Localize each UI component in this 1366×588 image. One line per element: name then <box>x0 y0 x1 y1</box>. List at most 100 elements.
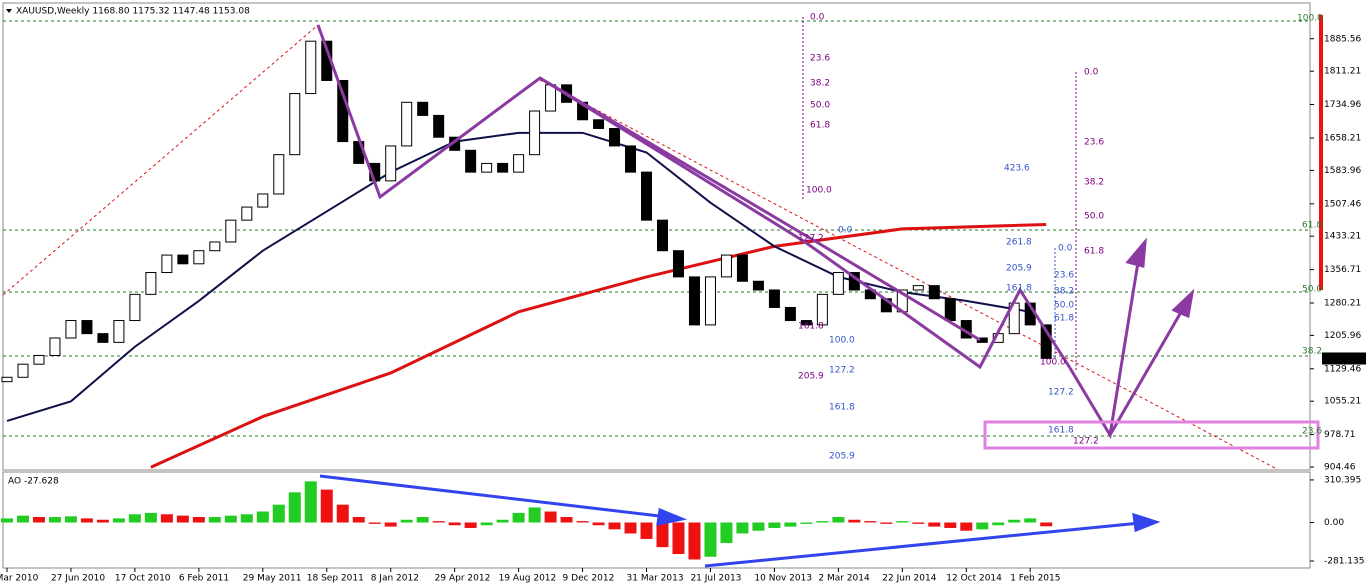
candle <box>529 110 541 156</box>
candle <box>433 114 445 138</box>
ao-bar <box>720 522 733 544</box>
ao-bar <box>128 514 141 523</box>
ao-bar <box>864 521 877 523</box>
fib-label: 50.0 <box>1054 301 1074 311</box>
ao-bar <box>64 516 77 523</box>
x-tick-label: 19 Aug 2012 <box>499 574 557 584</box>
ao-bar <box>32 517 45 523</box>
ao-bar <box>944 522 957 528</box>
candle <box>752 280 764 291</box>
ao-bar <box>752 522 765 531</box>
candle <box>768 289 780 308</box>
ao-bar <box>112 518 125 523</box>
arrow-head <box>1132 512 1161 533</box>
candle <box>465 149 477 173</box>
ao-bar <box>512 512 525 523</box>
ao-bar <box>832 517 845 523</box>
ao-bar <box>656 522 669 548</box>
x-tick-label: 29 Apr 2012 <box>435 574 491 584</box>
candle <box>305 40 317 95</box>
ao-bar <box>992 522 1005 526</box>
fib-label: 100.0 <box>829 336 855 346</box>
candle <box>625 145 637 173</box>
fib-label: 423.6 <box>1004 164 1030 174</box>
ao-bar <box>624 522 637 534</box>
fib-label: 50.0 <box>810 101 830 111</box>
ao-bar <box>400 519 413 523</box>
ao-bar <box>384 522 397 527</box>
y-tick-label: 310.395 <box>1324 475 1361 485</box>
candle <box>113 320 125 343</box>
ao-bar <box>432 521 445 523</box>
ao-bar <box>704 522 717 557</box>
fib-label: 261.8 <box>1006 238 1032 248</box>
ao-bar <box>160 514 173 523</box>
target-zone <box>983 420 1320 450</box>
ao-bar <box>272 504 285 523</box>
fib-label: 38.2 <box>810 79 830 89</box>
fib-label: 161.8 <box>798 322 824 332</box>
candle <box>145 272 157 295</box>
fib-label: 0.0 <box>1084 68 1099 78</box>
fib-label: 61.8 <box>1084 247 1104 257</box>
ao-bar <box>240 514 253 523</box>
price-tag-label: 1153.08 <box>1324 354 1361 364</box>
ao-bar <box>592 522 605 526</box>
candle <box>832 272 844 295</box>
fib-label: 38.2 <box>1302 347 1322 357</box>
ao-bar <box>576 521 589 523</box>
ao-bar <box>304 481 317 523</box>
y-tick-label: 1205.96 <box>1324 331 1361 341</box>
candle <box>17 363 29 378</box>
x-tick-label: 17 Oct 2010 <box>115 574 171 584</box>
menu-icon[interactable] <box>6 9 12 13</box>
candle <box>736 254 748 282</box>
candle <box>672 250 684 278</box>
fib-label: 0.0 <box>838 226 853 236</box>
fib-label: 0.0 <box>1058 244 1073 254</box>
candle <box>401 101 413 147</box>
candle <box>800 320 812 326</box>
ao-bar <box>928 522 941 527</box>
candle <box>1040 324 1052 359</box>
candle <box>497 162 509 173</box>
ao-bar <box>464 522 477 528</box>
ao-bar <box>672 522 685 555</box>
divergence-arrows <box>319 474 1161 568</box>
y-tick-label: -281.135 <box>1324 557 1364 567</box>
ao-bar <box>336 504 349 523</box>
candle <box>976 337 988 343</box>
ao-bar <box>1008 519 1021 523</box>
ao-bar <box>320 489 333 523</box>
arrow <box>319 474 669 519</box>
y-tick-label: 1583.96 <box>1324 166 1361 176</box>
wave-lines <box>316 24 1195 440</box>
candle <box>704 276 716 326</box>
arrow-head <box>1171 288 1195 319</box>
y-tick-label: 1811.21 <box>1324 67 1361 77</box>
candle <box>225 219 237 243</box>
ao-bar <box>528 507 541 523</box>
ao-bar <box>608 522 621 530</box>
candle <box>209 241 221 252</box>
fib-label: 50.0 <box>1302 285 1322 295</box>
ao-bar <box>912 522 925 524</box>
candle <box>289 93 301 156</box>
candle <box>641 171 653 221</box>
ao-bar <box>224 515 237 523</box>
header: XAUUSD,Weekly 1168.80 1175.32 1147.48 11… <box>16 7 250 17</box>
candle <box>129 293 141 322</box>
marks <box>0 40 1053 560</box>
candle <box>609 127 621 147</box>
candle <box>241 206 253 221</box>
fib-label: 38.2 <box>1054 287 1074 297</box>
candle <box>1 376 13 383</box>
arrow-head <box>1125 237 1147 268</box>
ao-bar <box>640 522 653 539</box>
x-tick-label: 22 Jun 2014 <box>882 574 936 584</box>
x-tick-label: 21 Jul 2013 <box>690 574 741 584</box>
x-tick-label: 31 Mar 2013 <box>627 574 684 584</box>
candle <box>33 354 45 365</box>
